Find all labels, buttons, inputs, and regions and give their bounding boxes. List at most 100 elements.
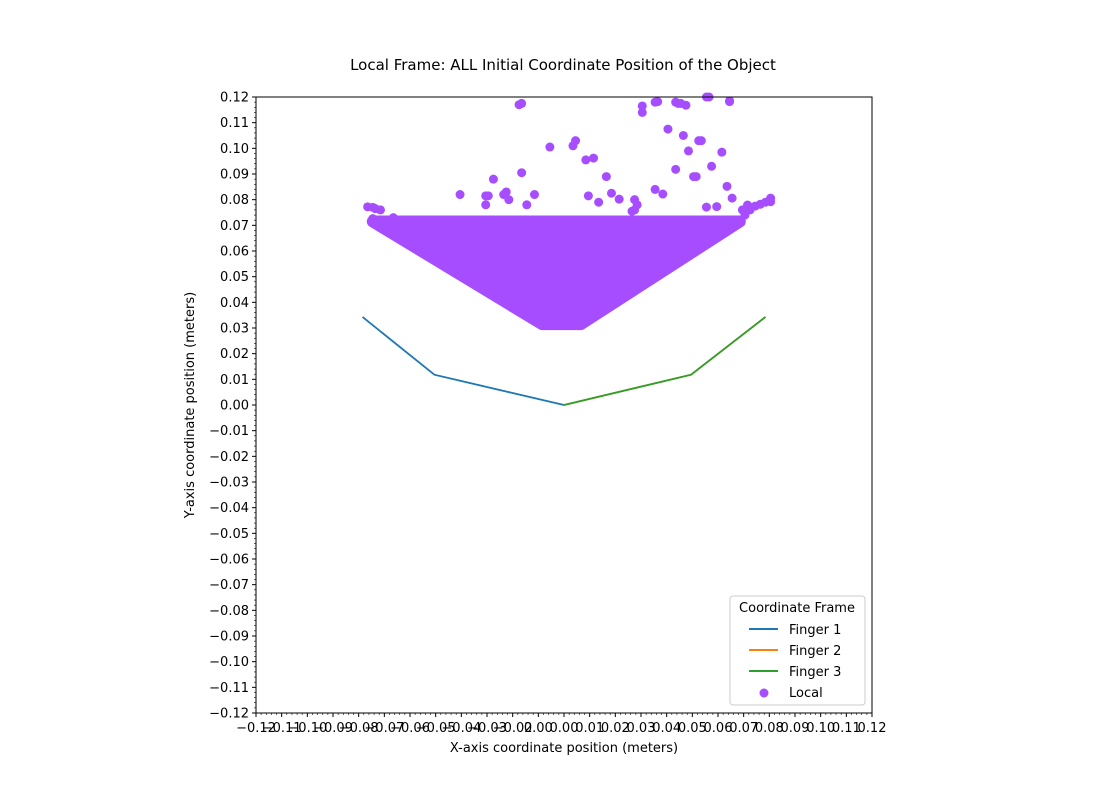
- local-point: [409, 222, 419, 232]
- local-point: [455, 190, 465, 200]
- x-tick-label: 0.11: [832, 721, 861, 736]
- x-tick-label: 0.02: [601, 721, 630, 736]
- local-point: [717, 219, 727, 229]
- x-tick-label: 0.08: [755, 721, 784, 736]
- local-point: [517, 168, 527, 178]
- local-point: [589, 153, 599, 163]
- local-point: [563, 220, 573, 230]
- y-tick-label: 0.06: [220, 245, 249, 260]
- x-tick-label: −0.06: [390, 721, 430, 736]
- local-point: [737, 205, 747, 215]
- x-tick-label: 0.00: [550, 721, 579, 736]
- local-dense-region: [366, 215, 746, 331]
- chart-title: Local Frame: ALL Initial Coordinate Posi…: [350, 56, 776, 74]
- finger-lines-layer: [361, 316, 767, 406]
- local-point: [488, 174, 498, 184]
- x-axis: −0.12−0.11−0.10−0.09−0.08−0.07−0.06−0.05…: [236, 713, 886, 736]
- y-axis-label: Y-axis coordinate position (meters): [183, 292, 198, 519]
- local-point: [424, 219, 434, 229]
- legend-label-local: Local: [789, 686, 823, 701]
- local-point: [517, 98, 527, 108]
- y-tick-label: −0.10: [209, 655, 249, 670]
- local-point: [547, 219, 557, 229]
- local-point: [368, 214, 378, 224]
- x-tick-label: 0.09: [781, 721, 810, 736]
- local-point: [583, 191, 593, 201]
- x-tick-label: −0.05: [416, 721, 456, 736]
- local-point: [650, 184, 660, 194]
- local-point: [632, 200, 642, 210]
- y-tick-label: 0.00: [220, 399, 249, 414]
- local-point: [614, 194, 624, 204]
- x-tick-label: −0.12: [236, 721, 276, 736]
- local-point: [712, 202, 722, 212]
- x-tick-label: 0.00: [524, 721, 553, 736]
- local-point: [671, 219, 681, 229]
- local-point: [701, 218, 711, 228]
- local-point: [727, 193, 737, 203]
- x-tick-label: 0.12: [858, 721, 887, 736]
- x-tick-label: −0.09: [313, 721, 353, 736]
- local-point: [663, 124, 673, 134]
- y-tick-label: 0.02: [220, 347, 249, 362]
- y-tick-label: 0.12: [220, 91, 249, 106]
- y-tick-label: 0.03: [220, 322, 249, 337]
- y-tick-label: −0.03: [209, 476, 249, 491]
- y-tick-label: −0.12: [209, 707, 249, 722]
- local-point: [678, 131, 688, 140]
- local-point: [766, 197, 776, 207]
- local-point: [676, 98, 686, 108]
- local-point: [722, 181, 732, 191]
- x-tick-label: 0.05: [678, 721, 707, 736]
- x-tick-label: 0.07: [729, 721, 758, 736]
- legend-title: Coordinate Frame: [739, 601, 855, 616]
- x-tick-label: −0.11: [262, 721, 302, 736]
- x-tick-label: −0.07: [364, 721, 404, 736]
- legend-label-finger-1: Finger 1: [789, 623, 841, 638]
- x-tick-label: −0.10: [287, 721, 327, 736]
- y-tick-label: −0.11: [209, 681, 249, 696]
- local-point: [701, 202, 711, 212]
- y-tick-label: 0.05: [220, 270, 249, 285]
- local-point: [686, 220, 696, 230]
- local-point: [640, 218, 650, 228]
- x-tick-label: −0.08: [339, 721, 379, 736]
- legend-box: [729, 595, 866, 706]
- local-point: [717, 147, 727, 157]
- legend-label-finger-3: Finger 3: [789, 665, 841, 680]
- local-point: [601, 172, 611, 182]
- local-point: [637, 101, 647, 111]
- y-tick-label: 0.07: [220, 219, 249, 234]
- y-tick-label: −0.02: [209, 450, 249, 465]
- series-line-finger-1: [361, 316, 565, 406]
- local-point: [594, 197, 604, 207]
- local-scatter-layer: [363, 92, 776, 233]
- plot-area: [361, 92, 776, 406]
- local-point: [725, 96, 735, 106]
- local-point: [373, 220, 383, 230]
- local-point: [517, 219, 527, 229]
- local-point: [609, 220, 619, 230]
- legend-swatch-local: [759, 688, 769, 698]
- y-axis: 0.12 0.11 0.10 0.09 0.08 0.07 0.06 0.05 0.04 0.03…: [209, 91, 256, 722]
- y-tick-label: −0.08: [209, 604, 249, 619]
- local-point: [671, 164, 681, 174]
- local-point: [581, 155, 591, 165]
- local-point: [481, 191, 491, 201]
- local-point: [440, 220, 450, 230]
- series-line-finger-3: [563, 316, 767, 406]
- y-tick-label: −0.09: [209, 630, 249, 645]
- y-tick-label: −0.01: [209, 424, 249, 439]
- x-tick-label: −0.02: [493, 721, 533, 736]
- local-point: [375, 205, 385, 215]
- y-tick-label: 0.11: [220, 116, 249, 131]
- x-tick-label: 0.06: [704, 721, 733, 736]
- local-point: [637, 107, 647, 117]
- series-line-finger-2: [563, 316, 767, 406]
- y-tick-label: −0.05: [209, 527, 249, 542]
- local-point: [655, 220, 665, 230]
- local-point: [624, 219, 634, 229]
- y-tick-label: 0.08: [220, 193, 249, 208]
- local-point: [455, 218, 465, 228]
